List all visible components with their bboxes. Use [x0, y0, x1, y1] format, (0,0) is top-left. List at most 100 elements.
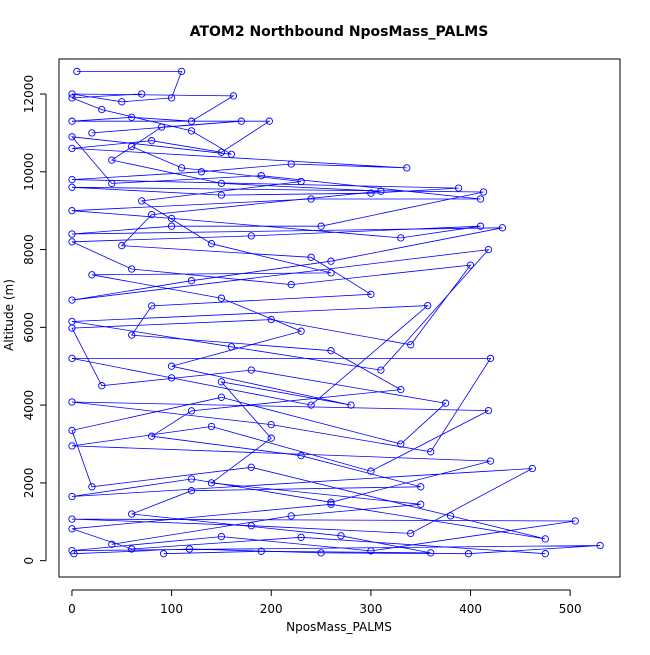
y-tick-label: 0: [22, 557, 36, 565]
data-point: [479, 188, 488, 196]
data-point: [128, 142, 136, 151]
data-point: [227, 150, 236, 158]
data-point: [68, 133, 76, 141]
data-point: [187, 407, 196, 415]
data-point: [257, 172, 265, 180]
data-point: [247, 232, 255, 240]
x-tick-label: 0: [68, 602, 76, 616]
data-point: [407, 529, 415, 538]
data-point: [68, 207, 76, 215]
data-point: [287, 160, 295, 168]
data-point: [327, 498, 335, 506]
data-point: [98, 382, 106, 390]
data-point: [307, 401, 315, 409]
data-point: [247, 463, 255, 471]
data-point: [167, 362, 176, 370]
data-point: [327, 500, 335, 508]
data-point: [317, 549, 325, 557]
data-point: [267, 420, 275, 429]
data-point: [307, 253, 315, 261]
data-point: [367, 547, 375, 555]
data-point: [207, 479, 216, 487]
data-point: [267, 315, 275, 324]
x-tick-label: 200: [260, 602, 283, 616]
data-point: [197, 168, 206, 176]
data-point: [217, 148, 226, 156]
data-point: [187, 117, 196, 125]
axis-layer: 0 100 200 300 400 500 0 2000 4000 6000 8000 10000 12…: [22, 75, 582, 616]
data-point: [148, 210, 156, 219]
y-axis-label: Altitude (m): [2, 279, 16, 351]
series-1: [68, 67, 604, 558]
data-point: [157, 123, 166, 131]
data-point: [187, 487, 196, 495]
x-tick-label: 400: [459, 602, 482, 616]
series-line: [91, 120, 431, 555]
data-point: [317, 222, 325, 230]
plot-frame: [58, 58, 621, 578]
x-axis-label: NposMass_PALMS: [286, 620, 392, 634]
data-point: [68, 238, 76, 246]
data-point: [187, 127, 196, 135]
series-line: [91, 146, 421, 545]
data-point: [128, 545, 136, 553]
data-point: [498, 224, 507, 232]
chart-title: ATOM2 Northbound NposMass_PALMS: [190, 24, 489, 40]
data-point: [118, 98, 126, 106]
series-line: [71, 71, 601, 555]
y-tick-label: 2000: [22, 468, 36, 499]
y-tick-label: 4000: [22, 390, 36, 421]
data-point: [98, 105, 106, 114]
data-point: [287, 280, 295, 289]
y-tick-label: 6000: [22, 312, 36, 343]
data-point: [528, 464, 536, 473]
data-point: [128, 510, 136, 518]
series-3: [88, 117, 435, 558]
data-point: [177, 164, 186, 172]
data-point: [596, 541, 604, 550]
data-point: [484, 406, 493, 415]
data-point: [337, 532, 345, 540]
data-point: [207, 240, 216, 248]
data-point: [68, 525, 76, 533]
data-point: [327, 257, 335, 265]
data-point: [267, 434, 275, 442]
data-point: [68, 442, 76, 450]
y-tick-label: 12000: [22, 75, 36, 113]
data-point: [464, 550, 473, 558]
series-2: [68, 90, 549, 558]
data-point: [297, 533, 305, 541]
data-point: [397, 385, 405, 394]
data-point: [265, 117, 273, 125]
data-point: [148, 432, 156, 440]
data-point: [68, 546, 76, 555]
data-point: [88, 129, 96, 137]
data-point: [88, 483, 96, 491]
data-point: [571, 517, 579, 525]
data-point: [128, 331, 136, 339]
series-layer: [68, 67, 604, 558]
data-point: [68, 175, 76, 184]
data-point: [476, 222, 485, 230]
data-point: [297, 177, 305, 186]
x-tick-label: 300: [359, 602, 382, 616]
data-point: [287, 512, 295, 520]
data-point: [167, 222, 176, 230]
data-point: [403, 164, 411, 172]
data-point: [68, 426, 76, 435]
data-point: [148, 302, 156, 310]
data-point: [397, 234, 405, 242]
data-point: [229, 92, 238, 100]
data-point: [88, 271, 96, 279]
data-point: [486, 457, 495, 465]
data-point: [148, 137, 156, 145]
data-point: [68, 117, 76, 125]
data-point: [73, 67, 81, 76]
data-point: [68, 515, 76, 523]
data-point: [68, 354, 76, 363]
data-point: [424, 301, 432, 310]
data-point: [441, 399, 450, 407]
data-point: [68, 183, 76, 191]
